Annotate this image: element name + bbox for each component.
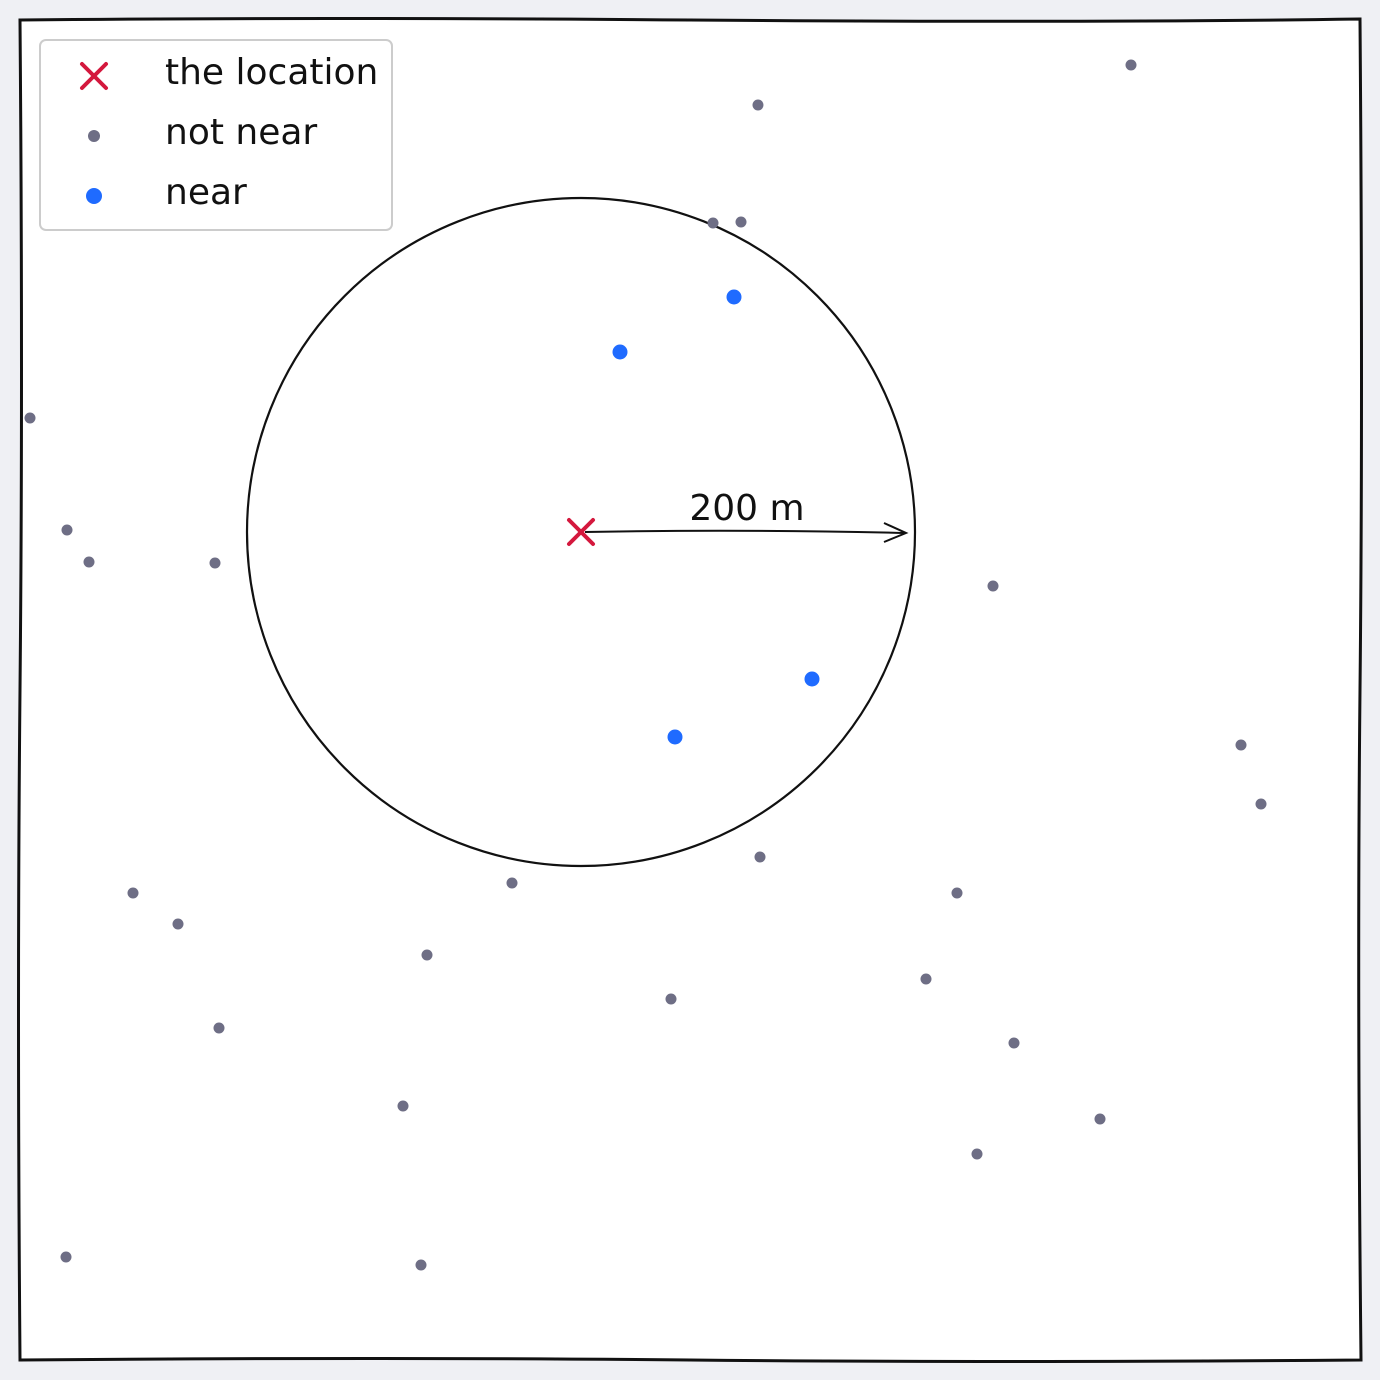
far-point — [83, 556, 95, 568]
near-point — [667, 729, 683, 745]
legend: the location not near near — [39, 39, 393, 231]
far-point — [920, 973, 932, 985]
far-point — [971, 1148, 983, 1160]
legend-label: not near — [165, 112, 317, 153]
far-point — [506, 877, 518, 889]
radius-arrow — [584, 529, 907, 534]
legend-cross — [80, 62, 108, 90]
far-point — [61, 524, 73, 536]
far-point — [127, 887, 139, 899]
far-point — [735, 216, 747, 228]
far-point — [172, 918, 184, 930]
arrow-head — [883, 522, 909, 543]
far-point — [1008, 1037, 1020, 1049]
far-point — [707, 217, 719, 229]
location-marker — [567, 518, 595, 546]
frame — [17, 17, 1363, 1363]
far-point — [421, 949, 433, 961]
far-point — [1255, 798, 1267, 810]
radius-circle — [245, 196, 917, 868]
legend-box — [39, 39, 393, 231]
far-point — [1094, 1113, 1106, 1125]
far-point — [209, 557, 221, 569]
far-point — [415, 1259, 427, 1271]
far-point — [24, 412, 36, 424]
far-point — [1125, 59, 1137, 71]
near-point — [726, 289, 742, 305]
legend-dot — [88, 130, 100, 142]
near-point — [612, 344, 628, 360]
far-point — [60, 1251, 72, 1263]
points — [24, 59, 1267, 1271]
far-point — [754, 851, 766, 863]
legend-dot — [86, 188, 102, 204]
far-point — [951, 887, 963, 899]
radius-label: 200 m — [689, 488, 804, 529]
near-point — [804, 671, 820, 687]
legend-label: the location — [165, 52, 378, 93]
far-point — [752, 99, 764, 111]
far-point — [213, 1022, 225, 1034]
far-point — [987, 580, 999, 592]
far-point — [397, 1100, 409, 1112]
far-point — [1235, 739, 1247, 751]
legend-label: near — [165, 172, 247, 213]
far-point — [665, 993, 677, 1005]
